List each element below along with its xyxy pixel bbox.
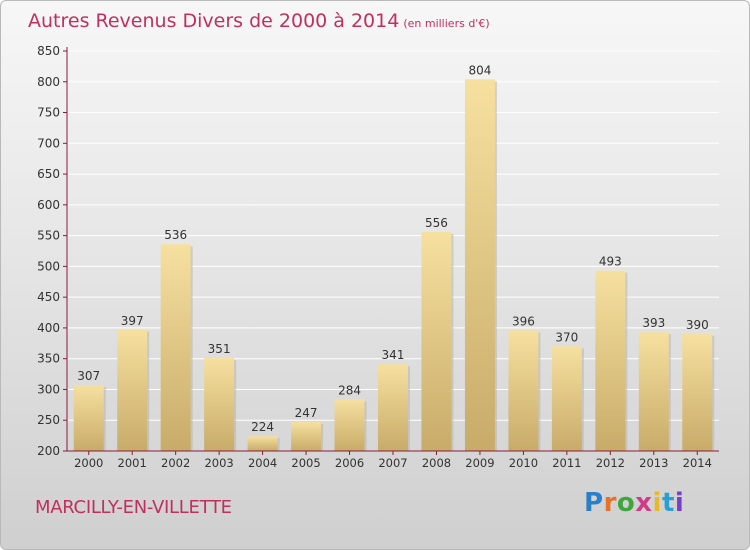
axes xyxy=(63,47,719,455)
y-tick-label: 700 xyxy=(37,136,60,150)
bar xyxy=(551,346,582,451)
data-label: 307 xyxy=(77,369,100,383)
data-label: 804 xyxy=(468,63,491,77)
data-label: 397 xyxy=(121,314,144,328)
bar xyxy=(508,330,539,451)
data-label: 224 xyxy=(251,420,274,434)
data-label: 493 xyxy=(599,255,622,269)
y-tick-label: 450 xyxy=(37,290,60,304)
y-tick-label: 550 xyxy=(37,229,60,243)
y-tick-label: 350 xyxy=(37,352,60,366)
data-label: 284 xyxy=(338,383,361,397)
data-label: 536 xyxy=(164,228,187,242)
bar xyxy=(464,79,495,452)
bar xyxy=(247,436,278,451)
x-tick-label: 2003 xyxy=(204,456,233,470)
x-tick-label: 2008 xyxy=(422,456,451,470)
logo-letter: x xyxy=(635,488,653,518)
data-label: 341 xyxy=(382,348,405,362)
x-tick-label: 2011 xyxy=(552,456,581,470)
y-tick-label: 850 xyxy=(37,44,60,58)
bar xyxy=(638,332,669,451)
bar xyxy=(117,329,148,451)
y-tick-label: 600 xyxy=(37,198,60,212)
bar xyxy=(160,244,191,451)
place-name: MARCILLY-EN-VILLETTE xyxy=(35,497,232,518)
unit-label: (en milliers d'€) xyxy=(403,17,490,30)
y-tick-label: 250 xyxy=(37,413,60,427)
data-label: 393 xyxy=(642,316,665,330)
bar xyxy=(73,385,104,451)
data-label: 556 xyxy=(425,216,448,230)
y-tick-label: 650 xyxy=(37,167,60,181)
logo-letter: t xyxy=(661,488,675,518)
chart-title: Autres Revenus Divers de 2000 à 2014 (en … xyxy=(28,10,490,32)
bar xyxy=(334,399,365,451)
x-tick-label: 2013 xyxy=(639,456,668,470)
logo-letter: i xyxy=(674,488,685,518)
x-tick-label: 2005 xyxy=(291,456,320,470)
bar xyxy=(291,422,322,451)
x-tick-label: 2006 xyxy=(335,456,364,470)
y-tick-label: 400 xyxy=(37,321,60,335)
data-label: 247 xyxy=(295,406,318,420)
logo-letter: o xyxy=(616,488,636,518)
data-label: 370 xyxy=(555,330,578,344)
x-tick-label: 2002 xyxy=(161,456,190,470)
y-tick-label: 300 xyxy=(37,382,60,396)
data-label: 390 xyxy=(686,318,709,332)
bar xyxy=(421,231,452,451)
x-tick-label: 2007 xyxy=(378,456,407,470)
y-tick-label: 200 xyxy=(37,444,60,458)
x-tick-label: 2014 xyxy=(683,456,712,470)
bars xyxy=(73,79,715,452)
logo-letter: P xyxy=(584,488,604,518)
y-tick-label: 500 xyxy=(37,259,60,273)
bar xyxy=(682,334,713,451)
x-tick-label: 2000 xyxy=(74,456,103,470)
data-label: 396 xyxy=(512,314,535,328)
x-tick-label: 2012 xyxy=(596,456,625,470)
x-tick-label: 2009 xyxy=(465,456,494,470)
proxiti-logo[interactable]: Proxiti xyxy=(584,488,684,518)
bar xyxy=(204,358,235,451)
logo-letter: r xyxy=(603,488,617,518)
title-text: Autres Revenus Divers de 2000 à 2014 xyxy=(28,10,400,32)
x-tick-label: 2004 xyxy=(248,456,277,470)
x-tick-label: 2010 xyxy=(509,456,538,470)
bar xyxy=(595,270,626,451)
y-tick-label: 750 xyxy=(37,106,60,120)
data-label: 351 xyxy=(208,342,231,356)
x-tick-label: 2001 xyxy=(118,456,147,470)
labels: 200 250 300 350 400 450 500 550 600 650 700 750 800 8… xyxy=(37,44,712,470)
logo-letter: i xyxy=(652,488,662,518)
y-tick-label: 800 xyxy=(37,75,60,89)
bar xyxy=(378,364,408,451)
